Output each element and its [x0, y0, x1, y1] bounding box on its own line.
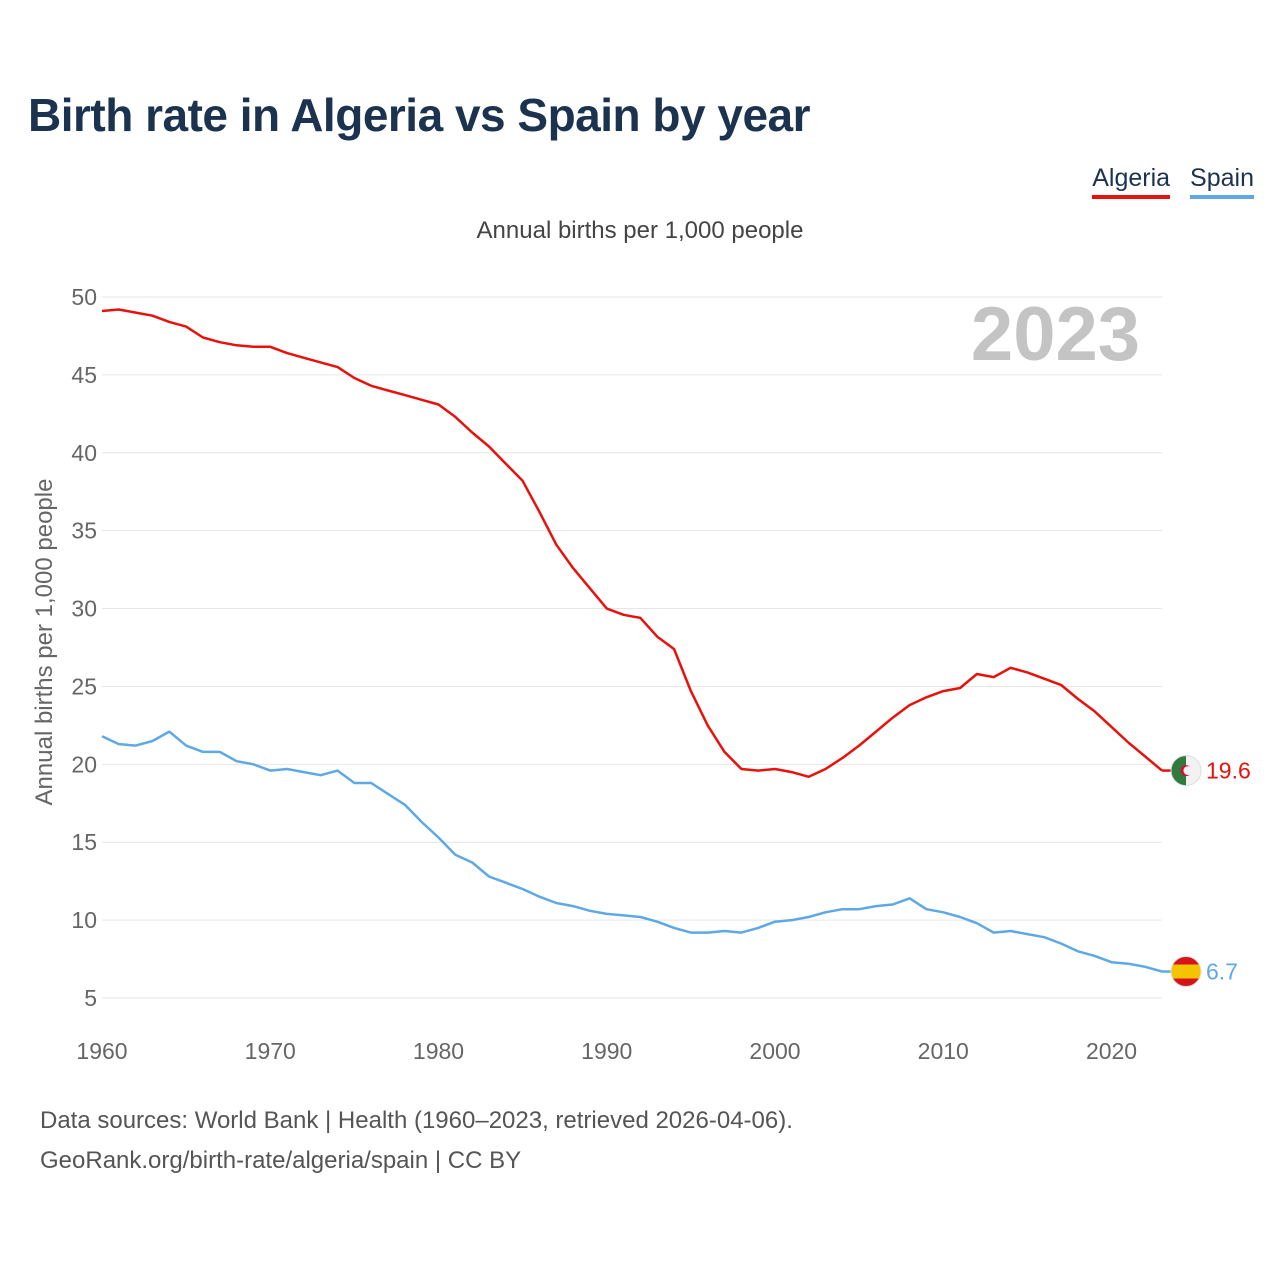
legend-item-spain[interactable]: Spain: [1190, 164, 1254, 199]
y-tick-label: 10: [71, 907, 97, 933]
y-tick-label: 50: [71, 284, 97, 310]
end-value-label-algeria: 19.6: [1206, 758, 1251, 784]
series-lines: [101, 308, 1163, 973]
chart-subtitle: Annual births per 1,000 people: [476, 217, 804, 244]
legend-item-algeria[interactable]: Algeria: [1092, 164, 1171, 199]
spain-flag-icon: [1171, 956, 1201, 987]
series-line-algeria[interactable]: [101, 308, 1163, 779]
y-tick-label: 5: [84, 985, 97, 1011]
footer-source: Data sources: World Bank | Health (1960–…: [40, 1107, 793, 1134]
y-tick-label: 30: [71, 596, 97, 622]
y-axis-ticks: 5 10 15 20 25 30 35 40 45 50: [71, 284, 97, 1011]
y-tick-label: 45: [71, 362, 97, 388]
y-axis-label: Annual births per 1,000 people: [31, 479, 58, 806]
year-label: 2023: [971, 292, 1140, 377]
footer-url[interactable]: GeoRank.org/birth-rate/algeria/spain | C…: [40, 1147, 522, 1174]
y-tick-label: 15: [71, 829, 97, 855]
x-tick-label: 1960: [76, 1038, 127, 1064]
series-end-markers: 19.6 6.7: [1162, 755, 1251, 988]
x-tick-label: 2010: [918, 1038, 969, 1064]
y-tick-label: 25: [71, 673, 97, 699]
end-value-label-spain: 6.7: [1206, 959, 1238, 985]
x-tick-label: 1970: [245, 1038, 296, 1064]
x-tick-label: 2020: [1086, 1038, 1137, 1064]
x-tick-label: 1990: [581, 1038, 632, 1064]
y-tick-label: 20: [71, 751, 97, 777]
page-title: Birth rate in Algeria vs Spain by year: [28, 89, 811, 141]
algeria-flag-icon: [1171, 755, 1201, 786]
gridlines: [102, 296, 1162, 999]
y-tick-label: 40: [71, 440, 97, 466]
series-line-spain[interactable]: [101, 730, 1163, 973]
legend: Algeria Spain: [1092, 164, 1254, 199]
x-tick-label: 1980: [413, 1038, 464, 1064]
x-tick-label: 2000: [749, 1038, 800, 1064]
y-tick-label: 35: [71, 518, 97, 544]
x-axis-ticks: 1960 1970 1980 1990 2000 2010 2020: [76, 1038, 1137, 1064]
